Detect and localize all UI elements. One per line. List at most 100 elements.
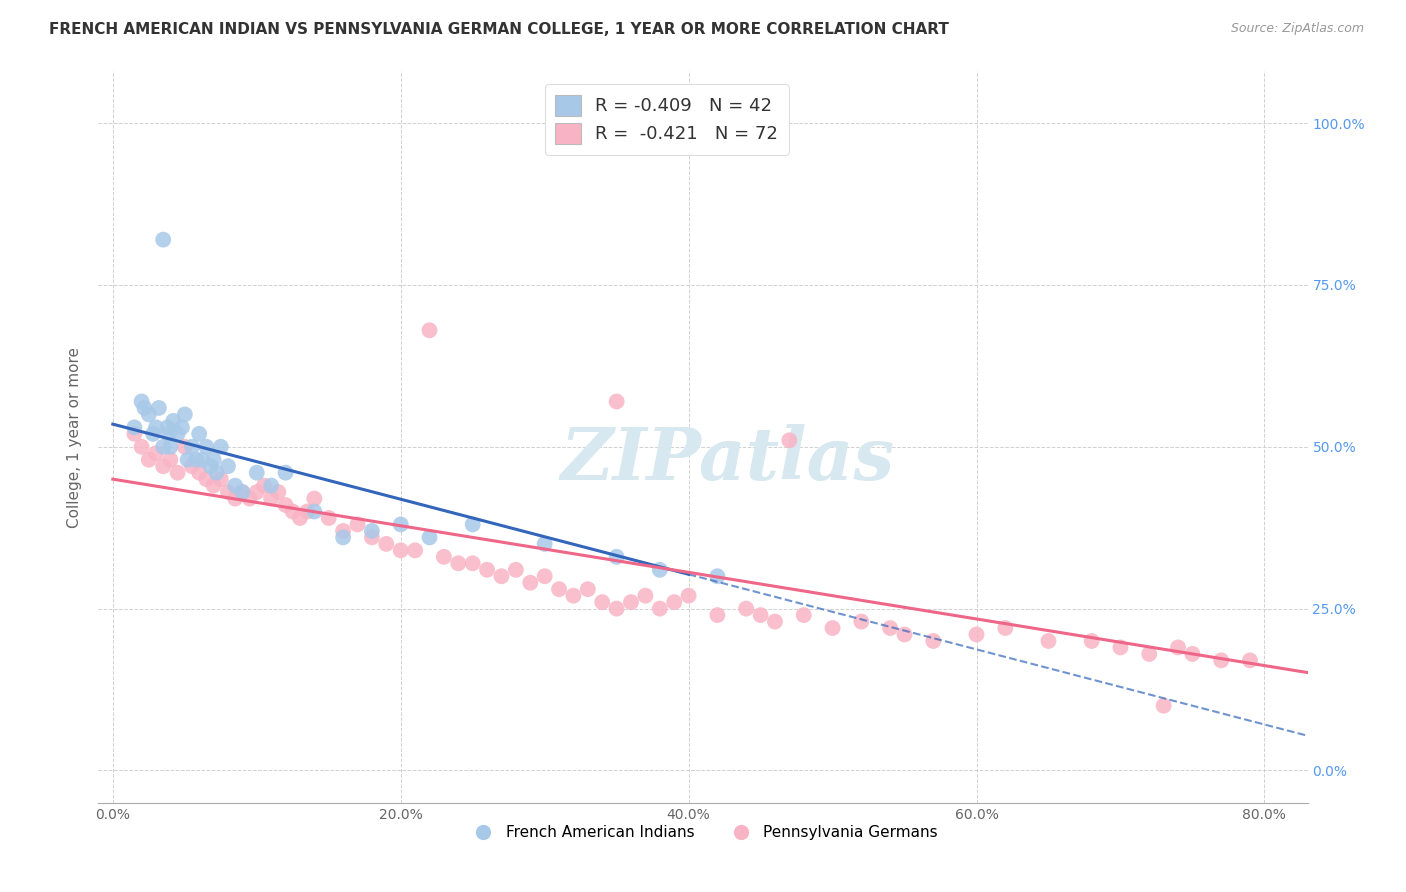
Point: [851, 615, 873, 629]
Point: [1080, 634, 1102, 648]
Point: [735, 601, 758, 615]
Point: [209, 472, 232, 486]
Point: [157, 426, 180, 441]
Point: [1109, 640, 1132, 655]
Point: [389, 517, 412, 532]
Point: [678, 589, 700, 603]
Point: [181, 459, 204, 474]
Point: [606, 394, 628, 409]
Point: [231, 485, 253, 500]
Point: [131, 394, 153, 409]
Point: [332, 524, 354, 538]
Point: [418, 323, 440, 337]
Point: [375, 537, 398, 551]
Point: [461, 517, 484, 532]
Point: [260, 491, 283, 506]
Point: [145, 420, 167, 434]
Point: [209, 440, 232, 454]
Point: [152, 233, 174, 247]
Point: [176, 452, 198, 467]
Point: [778, 434, 800, 448]
Point: [447, 557, 470, 571]
Point: [274, 466, 297, 480]
Point: [1153, 698, 1175, 713]
Point: [620, 595, 643, 609]
Point: [246, 485, 269, 500]
Point: [202, 452, 225, 467]
Point: [195, 472, 218, 486]
Point: [274, 498, 297, 512]
Point: [361, 530, 384, 544]
Point: [533, 569, 555, 583]
Point: [281, 504, 304, 518]
Point: [793, 608, 815, 623]
Point: [148, 401, 170, 415]
Y-axis label: College, 1 year or more: College, 1 year or more: [67, 347, 83, 527]
Point: [664, 595, 686, 609]
Point: [142, 426, 165, 441]
Point: [200, 459, 222, 474]
Point: [138, 452, 160, 467]
Point: [195, 440, 218, 454]
Point: [763, 615, 786, 629]
Point: [186, 452, 208, 467]
Point: [533, 537, 555, 551]
Point: [156, 420, 179, 434]
Point: [124, 420, 146, 434]
Point: [231, 485, 253, 500]
Text: Source: ZipAtlas.com: Source: ZipAtlas.com: [1230, 22, 1364, 36]
Point: [966, 627, 988, 641]
Point: [191, 452, 214, 467]
Point: [1239, 653, 1261, 667]
Point: [134, 401, 156, 415]
Point: [1211, 653, 1233, 667]
Point: [648, 601, 671, 615]
Point: [205, 466, 228, 480]
Point: [1181, 647, 1204, 661]
Point: [166, 466, 188, 480]
Point: [706, 569, 728, 583]
Point: [505, 563, 527, 577]
Point: [606, 601, 628, 615]
Point: [188, 466, 211, 480]
Point: [166, 426, 188, 441]
Point: [246, 466, 269, 480]
Point: [418, 530, 440, 544]
Point: [361, 524, 384, 538]
Point: [224, 491, 246, 506]
Point: [634, 589, 657, 603]
Point: [304, 504, 326, 518]
Point: [217, 459, 239, 474]
Point: [124, 426, 146, 441]
Point: [224, 478, 246, 492]
Point: [318, 511, 340, 525]
Point: [304, 491, 326, 506]
Point: [1038, 634, 1060, 648]
Point: [475, 563, 498, 577]
Text: FRENCH AMERICAN INDIAN VS PENNSYLVANIA GERMAN COLLEGE, 1 YEAR OR MORE CORRELATIO: FRENCH AMERICAN INDIAN VS PENNSYLVANIA G…: [49, 22, 949, 37]
Point: [131, 440, 153, 454]
Point: [389, 543, 412, 558]
Point: [433, 549, 456, 564]
Point: [994, 621, 1017, 635]
Point: [706, 608, 728, 623]
Point: [152, 440, 174, 454]
Point: [591, 595, 613, 609]
Point: [749, 608, 772, 623]
Point: [173, 408, 195, 422]
Point: [202, 478, 225, 492]
Point: [253, 478, 276, 492]
Point: [491, 569, 513, 583]
Point: [267, 485, 290, 500]
Point: [893, 627, 915, 641]
Point: [159, 452, 181, 467]
Point: [295, 504, 318, 518]
Point: [217, 485, 239, 500]
Point: [288, 511, 311, 525]
Point: [922, 634, 945, 648]
Point: [138, 408, 160, 422]
Point: [346, 517, 368, 532]
Point: [239, 491, 262, 506]
Point: [188, 426, 211, 441]
Point: [606, 549, 628, 564]
